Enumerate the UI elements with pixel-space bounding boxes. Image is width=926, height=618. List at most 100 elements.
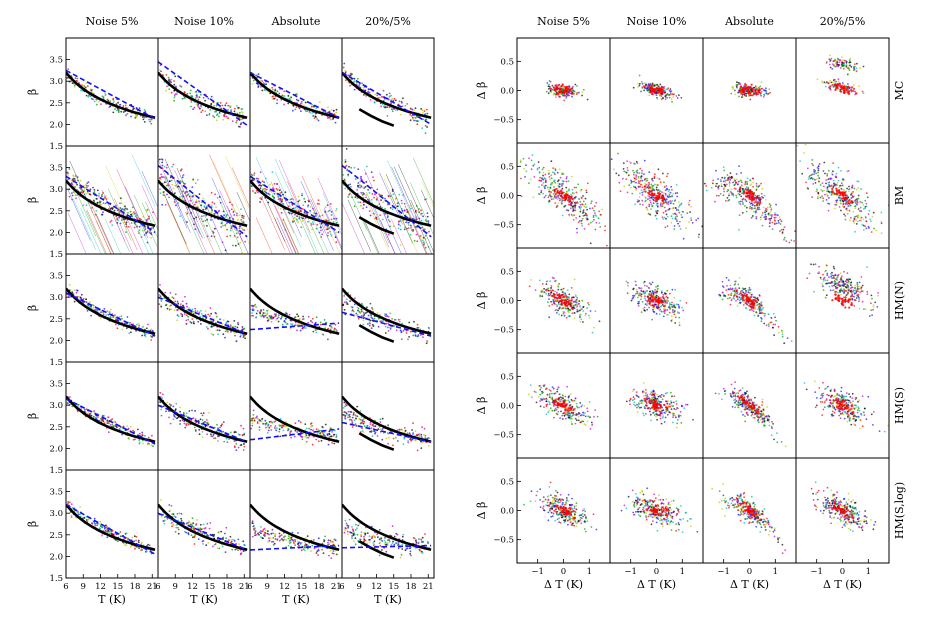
scatter-point: [236, 119, 238, 122]
scatter-point: [171, 296, 174, 299]
scatter-point: [170, 91, 173, 94]
scatter-point: [224, 532, 226, 535]
scatter-point: [115, 103, 118, 105]
scatter-point: [174, 300, 177, 303]
scatter-point: [296, 93, 298, 95]
scatter-point: [400, 428, 403, 431]
scatter-point: [333, 327, 336, 330]
scatter-point: [286, 323, 289, 325]
scatter-streak: [380, 220, 396, 254]
scatter-point: [201, 532, 204, 535]
scatter-point: [315, 316, 318, 319]
scatter-point: [416, 240, 419, 243]
scatter-point: [419, 549, 421, 552]
scatter-point: [281, 199, 283, 201]
scatter-point: [357, 307, 360, 310]
scatter-point: [389, 328, 392, 330]
scatter-point: [180, 302, 182, 305]
scatter-point: [93, 517, 96, 520]
scatter-point: [285, 312, 288, 315]
scatter-point: [193, 543, 196, 545]
scatter-point: [261, 180, 264, 183]
scatter-point: [241, 251, 243, 254]
scatter-point: [160, 300, 163, 302]
scatter-point: [128, 332, 131, 334]
scatter-streak: [236, 192, 250, 223]
scatter-point: [198, 429, 201, 431]
scatter-streak: [298, 215, 316, 254]
scatter-point: [280, 317, 282, 320]
scatter-point: [416, 449, 419, 452]
scatter-point: [406, 432, 409, 435]
scatter-point: [199, 527, 202, 530]
scatter-point: [109, 308, 112, 311]
offset-relation-line: [358, 108, 395, 127]
scatter-point: [351, 306, 354, 309]
scatter-point: [79, 186, 81, 189]
scatter-point: [266, 431, 269, 434]
scatter-point: [411, 429, 413, 431]
scatter-point: [176, 319, 179, 322]
scatter-point: [241, 111, 244, 114]
scatter-streak: [317, 177, 342, 230]
scatter-point: [163, 522, 166, 525]
scatter-point: [242, 217, 245, 220]
scatter-point: [96, 189, 99, 192]
left-panel-frame: [157, 253, 251, 363]
scatter-point: [402, 443, 405, 446]
scatter-point: [197, 98, 200, 101]
scatter-point: [363, 425, 366, 427]
scatter-point: [377, 96, 379, 99]
scatter-point: [171, 525, 173, 528]
scatter-point: [303, 549, 306, 552]
scatter-streak: [391, 167, 415, 220]
scatter-point: [168, 403, 171, 405]
scatter-point: [80, 188, 83, 191]
scatter-point: [407, 441, 410, 444]
scatter-point: [255, 177, 258, 180]
scatter-point: [88, 193, 91, 196]
scatter-point: [160, 414, 163, 417]
scatter-point: [304, 423, 307, 425]
scatter-point: [274, 315, 277, 318]
scatter-point: [270, 429, 273, 431]
scatter-point: [297, 315, 300, 318]
scatter-point: [267, 309, 269, 312]
residual-point: [676, 97, 679, 99]
scatter-point: [214, 437, 217, 440]
scatter-point: [362, 422, 365, 425]
residual-core-point: [565, 86, 568, 89]
scatter-point: [303, 546, 306, 549]
scatter-point: [258, 533, 260, 536]
scatter-point: [147, 323, 149, 326]
scatter-point: [179, 180, 182, 183]
scatter-point: [401, 543, 404, 546]
scatter-point: [405, 332, 408, 334]
residual-point: [641, 87, 644, 89]
scatter-point: [235, 449, 238, 451]
left-panel-frame: [249, 145, 343, 255]
scatter-point: [291, 324, 294, 326]
scatter-point: [217, 210, 220, 213]
scatter-point: [309, 112, 312, 114]
scatter-point: [387, 322, 390, 325]
scatter-point: [342, 414, 345, 416]
scatter-point: [131, 206, 134, 209]
scatter-point: [281, 94, 284, 97]
scatter-point: [255, 74, 257, 77]
scatter-point: [213, 213, 216, 215]
scatter-point: [183, 422, 186, 425]
scatter-streak: [174, 170, 198, 223]
left-panel-frame: [249, 253, 343, 363]
scatter-point: [237, 446, 240, 449]
y-tick-label: 2.0: [49, 444, 63, 454]
scatter-point: [70, 514, 73, 517]
scatter-point: [356, 77, 359, 80]
scatter-point: [421, 536, 424, 539]
scatter-point: [202, 543, 204, 545]
scatter-point: [95, 210, 98, 212]
scatter-streak: [197, 215, 216, 254]
scatter-point: [239, 123, 242, 126]
scatter-point: [313, 117, 316, 119]
residual-point: [675, 95, 678, 97]
